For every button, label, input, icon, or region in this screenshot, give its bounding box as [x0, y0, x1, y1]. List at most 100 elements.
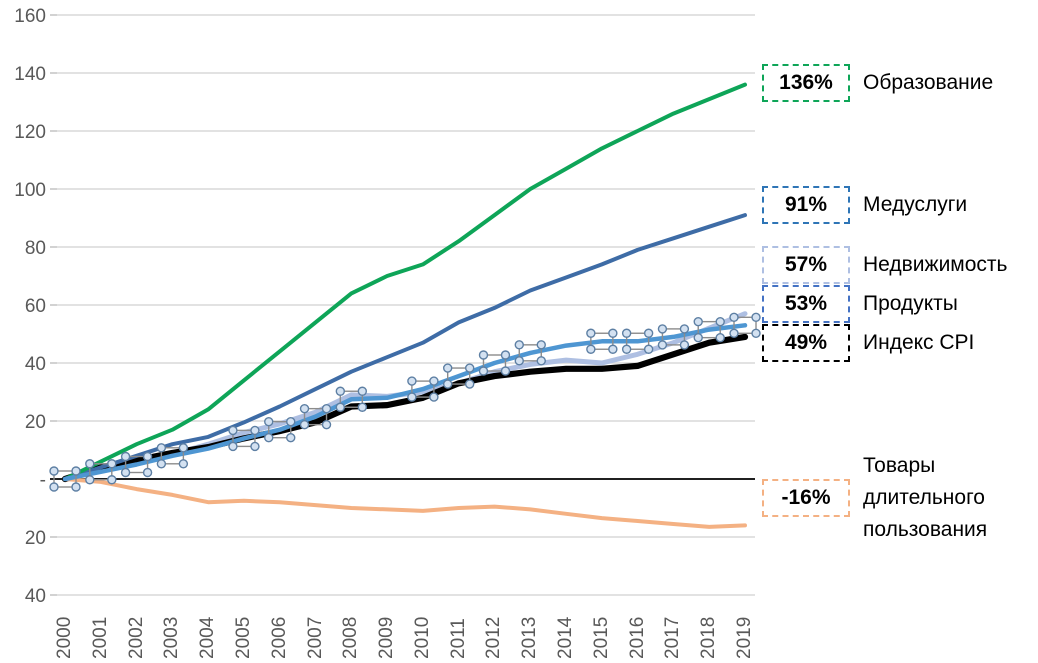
marker-handle-circle: [335, 402, 346, 412]
series-line-3: [62, 323, 748, 482]
marker-handle-circle: [178, 443, 189, 453]
marker-handle-circle: [657, 340, 668, 350]
marker-handle-circle: [264, 417, 274, 427]
marker-handle-circle: [751, 328, 761, 338]
x-axis-label: 2003: [161, 616, 183, 659]
marker-handle-circle: [643, 344, 654, 354]
x-axis-label: 2009: [376, 616, 398, 659]
y-axis-label: -: [39, 470, 46, 491]
marker-handle-circle: [156, 443, 167, 453]
legend-label-groceries: Продукты: [863, 292, 958, 315]
x-axis-label: 2015: [590, 616, 612, 659]
marker-handle-circle: [679, 340, 690, 350]
marker-handle-circle: [608, 344, 618, 354]
legend-change-badge-durable-goods: -16%: [762, 479, 850, 517]
marker-handle-circle: [142, 467, 153, 478]
data-point-selection-marker: [407, 376, 439, 402]
y-axis-label: 20: [24, 412, 46, 433]
marker-handle-circle: [442, 363, 453, 373]
data-point-selection-marker: [442, 363, 475, 389]
legend-label-medical-services: Медуслуги: [863, 193, 968, 216]
marker-handle-circle: [500, 366, 511, 376]
legend-change-badge-medical-services: 91%: [762, 186, 850, 224]
data-point-selection-marker: [264, 417, 296, 443]
data-point-selection-marker: [729, 312, 761, 338]
legend-entry-real-estate: 57% Недвижимость: [762, 246, 1007, 284]
x-axis-label: 2002: [125, 616, 147, 659]
marker-handle-circle: [142, 451, 153, 462]
marker-handle-circle: [286, 417, 296, 427]
marker-handle-circle: [71, 482, 81, 492]
marker-handle-circle: [586, 344, 596, 354]
marker-handle-circle: [429, 392, 439, 402]
marker-handle-circle: [729, 328, 739, 338]
marker-handle-circle: [464, 379, 475, 389]
data-point-selection-marker: [514, 340, 546, 366]
legend-change-badge-groceries: 53%: [762, 285, 850, 323]
x-axis-label: 2011: [447, 618, 469, 659]
marker-handle-circle: [464, 363, 475, 373]
marker-handle-circle: [321, 403, 332, 414]
y-axis-label: 20: [24, 528, 46, 549]
marker-handle-circle: [693, 316, 703, 327]
marker-handle-circle: [514, 340, 524, 350]
marker-handle-circle: [228, 425, 238, 436]
legend-label-real-estate: Недвижимость: [863, 253, 1008, 276]
marker-handle-circle: [536, 340, 546, 350]
marker-handle-circle: [500, 350, 511, 360]
marker-handle-circle: [49, 482, 59, 492]
marker-handle-circle: [156, 459, 167, 469]
data-point-selection-marker: [657, 324, 690, 350]
marker-handle-circle: [178, 459, 189, 469]
marker-handle-circle: [299, 403, 310, 414]
x-axis-label: 2000: [54, 616, 75, 659]
legend-entry-medical-services: 91% Медуслуги: [762, 186, 967, 224]
x-axis-label: 2019: [734, 616, 755, 659]
marker-handle-circle: [321, 419, 332, 430]
marker-handle-circle: [751, 312, 761, 322]
marker-handle-circle: [85, 459, 95, 469]
series-line-5: [63, 477, 747, 529]
y-axis-label: 60: [24, 296, 46, 317]
marker-handle-circle: [715, 316, 725, 327]
marker-handle-circle: [429, 376, 439, 386]
legend-entry-education: 136% Образование: [762, 64, 993, 102]
legend-entry-durable-goods: -16% Товары длительного пользования: [762, 446, 1038, 550]
y-axis-label: 140: [14, 64, 46, 85]
y-axis-label: 160: [14, 6, 46, 27]
x-axis-label: 2013: [519, 616, 541, 659]
y-axis-label: 80: [24, 238, 46, 259]
x-axis-label: 2014: [555, 616, 577, 659]
data-point-selection-marker: [120, 451, 153, 478]
marker-handle-circle: [621, 344, 632, 354]
marker-handle-circle: [679, 324, 690, 334]
y-axis-label: 120: [14, 122, 46, 143]
marker-handle-circle: [608, 328, 618, 338]
marker-handle-circle: [335, 386, 346, 396]
y-axis-label: 40: [24, 586, 46, 607]
marker-handle-circle: [299, 419, 310, 430]
y-axis-label: 100: [14, 180, 46, 201]
marker-handle-circle: [621, 328, 632, 338]
marker-handle-circle: [643, 328, 654, 338]
data-point-selection-marker: [49, 466, 81, 492]
x-axis-label: 2005: [232, 616, 254, 659]
marker-handle-circle: [85, 475, 95, 485]
marker-handle-circle: [120, 467, 131, 478]
marker-handle-circle: [228, 441, 238, 452]
x-axis-label: 2010: [411, 616, 433, 659]
marker-handle-circle: [357, 386, 368, 396]
marker-handle-circle: [107, 459, 117, 469]
data-point-selection-marker: [478, 350, 511, 376]
legend-label-education: Образование: [863, 71, 994, 94]
series-line-4: [61, 333, 749, 483]
legend-change-badge-cpi-index: 49%: [762, 324, 850, 362]
series-line-1: [63, 213, 747, 481]
legend-change-badge-real-estate: 57%: [762, 246, 850, 284]
marker-handle-circle: [407, 392, 417, 402]
legend-change-badge-education: 136%: [762, 64, 850, 102]
data-point-selection-marker: [156, 443, 189, 469]
x-axis-label: 2008: [340, 616, 362, 659]
data-point-selection-marker: [693, 316, 725, 343]
x-axis-label: 2016: [626, 616, 648, 659]
